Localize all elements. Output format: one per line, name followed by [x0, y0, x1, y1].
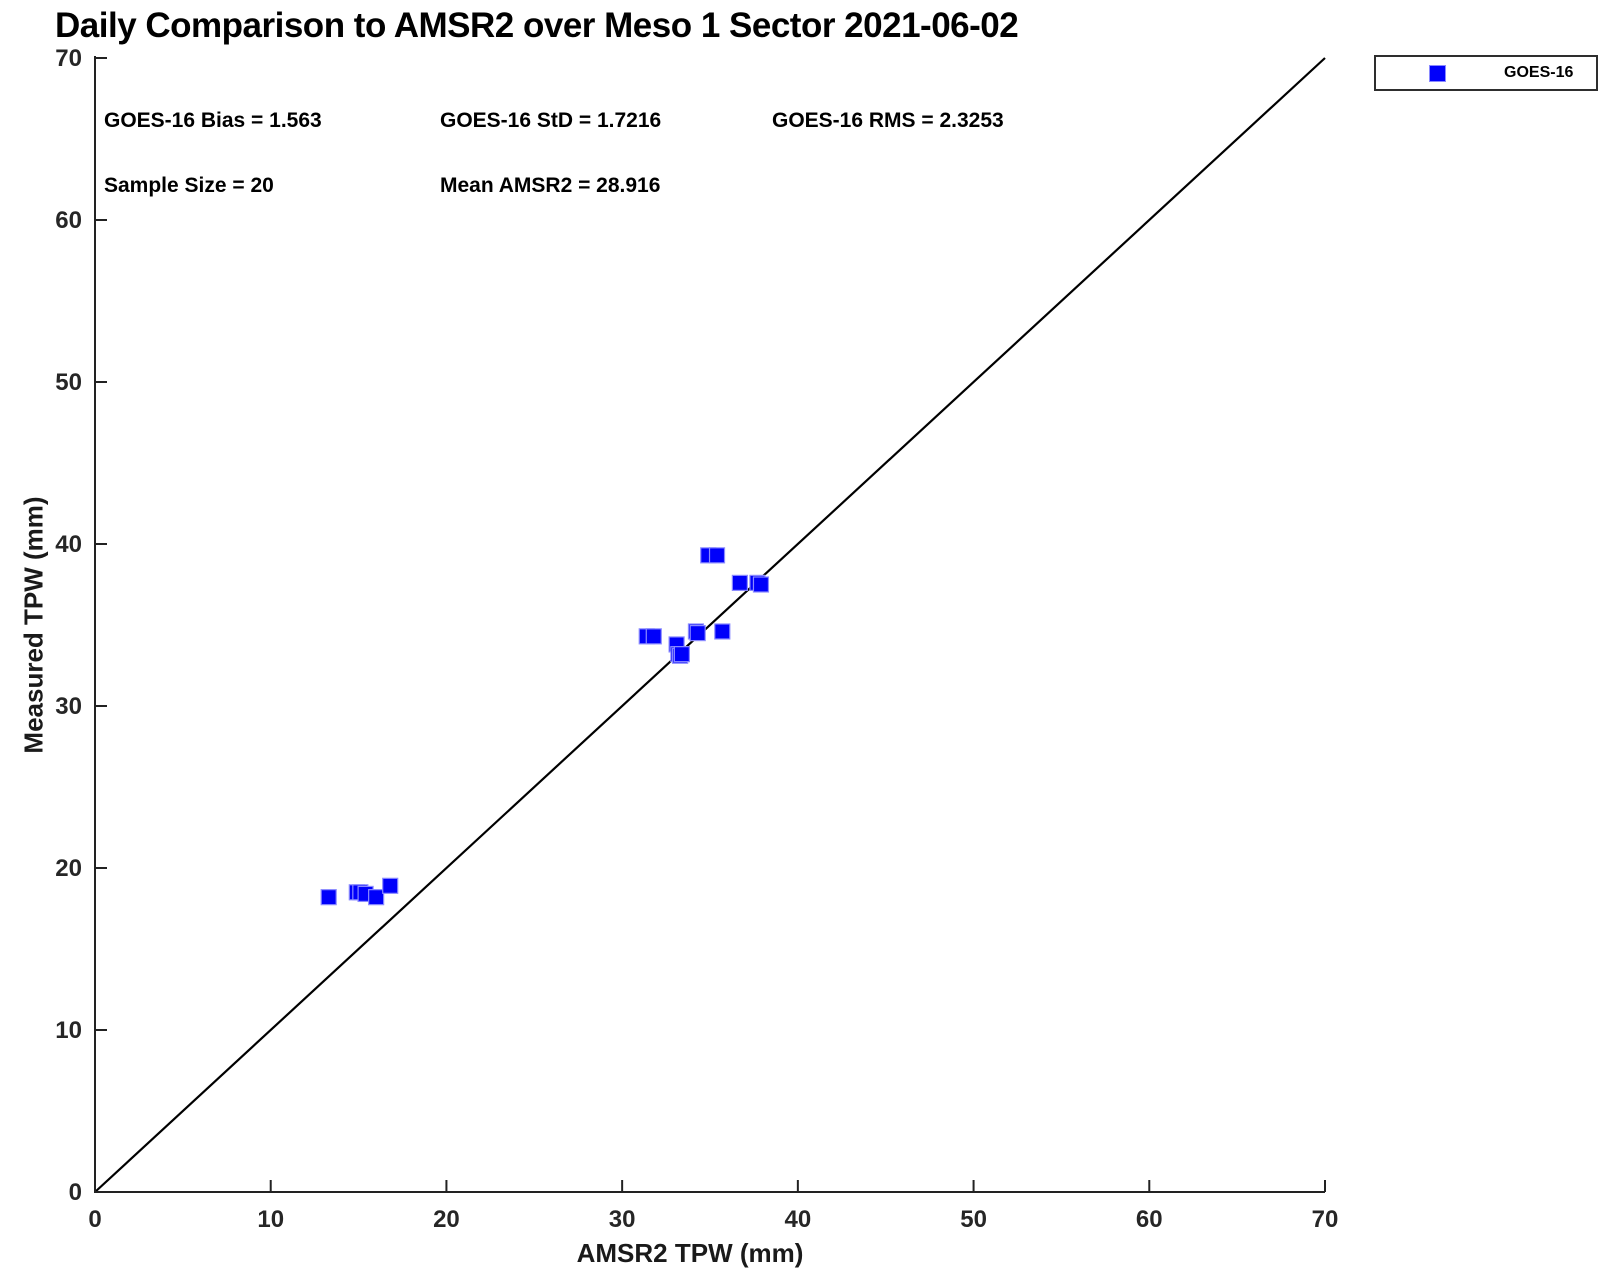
stat-std: GOES-16 StD = 1.7216 — [440, 109, 662, 132]
y-tick-label: 10 — [55, 1017, 82, 1044]
data-point-marker — [368, 889, 385, 906]
data-point-marker — [714, 623, 731, 640]
x-tick-label: 30 — [609, 1206, 636, 1233]
identity-line — [94, 57, 1326, 1193]
y-tick-label: 70 — [55, 45, 82, 72]
x-tick-label: 40 — [785, 1206, 812, 1233]
x-tick-label: 0 — [88, 1206, 101, 1233]
x-tick-label: 10 — [257, 1206, 284, 1233]
y-tick-label: 40 — [55, 531, 82, 558]
data-point-marker — [689, 624, 706, 642]
legend-box: GOES-16 — [1374, 55, 1598, 91]
y-axis-label: Measured TPW (mm) — [18, 496, 49, 754]
data-point-marker — [708, 547, 726, 564]
legend-marker-square-icon — [1429, 64, 1446, 82]
data-point-marker — [645, 628, 662, 645]
data-point-marker — [673, 646, 690, 663]
x-tick-label: 60 — [1136, 1206, 1163, 1233]
stat-sample-size: Sample Size = 20 — [104, 174, 274, 197]
x-axis-label: AMSR2 TPW (mm) — [576, 1238, 804, 1268]
x-tick-label: 70 — [1312, 1206, 1339, 1233]
stat-bias: GOES-16 Bias = 1.563 — [104, 109, 322, 132]
stat-rms: GOES-16 RMS = 2.3253 — [772, 109, 1004, 132]
data-point-marker — [382, 877, 399, 894]
chart-title: Daily Comparison to AMSR2 over Meso 1 Se… — [55, 6, 1019, 45]
y-tick-label: 0 — [69, 1179, 82, 1206]
y-tick-label: 30 — [55, 693, 82, 720]
y-tick-label: 50 — [55, 369, 82, 396]
legend-label: GOES-16 — [1504, 64, 1574, 81]
data-point-marker — [752, 576, 770, 593]
x-tick-label: 20 — [433, 1206, 460, 1233]
y-tick-label: 20 — [55, 855, 82, 882]
x-tick-label: 50 — [960, 1206, 987, 1233]
stat-mean-amsr2: Mean AMSR2 = 28.916 — [440, 174, 661, 197]
y-tick-label: 60 — [55, 207, 82, 234]
data-point-marker — [731, 574, 748, 591]
data-point-marker — [320, 889, 337, 906]
